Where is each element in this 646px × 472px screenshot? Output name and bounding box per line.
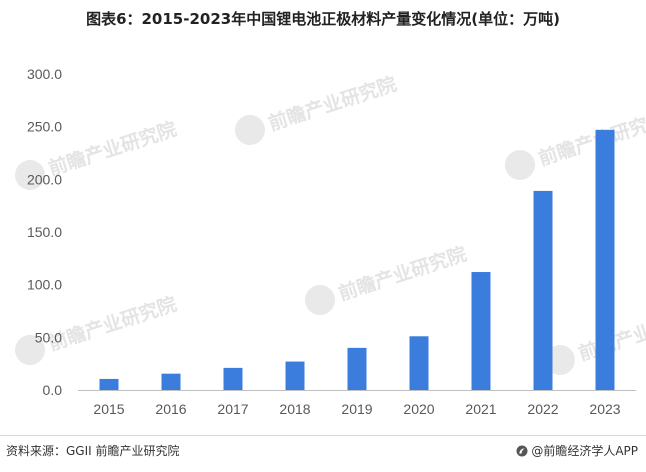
bar [99,378,119,390]
credit-note: @前瞻经济学人APP [516,442,638,459]
y-tick-label: 300.0 [27,66,62,82]
watermark: 前瞻产业研究院 [305,242,470,315]
x-tick-label: 2020 [403,401,434,417]
bar [409,336,429,390]
watermark-logo-icon [15,335,45,365]
y-tick-label: 250.0 [27,119,62,135]
x-tick-label: 2017 [217,401,248,417]
watermark: 前瞻产业研究院 [235,72,400,145]
bar [533,190,553,390]
x-tick-label: 2021 [465,401,496,417]
watermark: 前瞻产业研究院 [545,302,646,375]
watermark-text: 前瞻产业研究院 [46,117,180,180]
watermark-text: 前瞻产业研究院 [536,107,646,170]
bar [285,361,305,390]
y-tick-label: 50.0 [35,329,62,345]
bar [161,373,181,390]
bar-series [99,129,615,390]
y-tick-label: 0.0 [43,382,63,398]
watermark-text: 前瞻产业研究院 [46,292,180,355]
y-axis-ticks: 0.0 50.0 100.0 150.0 200.0 250.0 300.0 [27,66,62,398]
y-tick-label: 150.0 [27,224,62,240]
bar [595,129,615,390]
chart-title: 图表6：2015-2023年中国锂电池正极材料产量变化情况(单位：万吨) [86,10,560,28]
bar [223,367,243,390]
watermark-logo-icon [235,115,265,145]
watermark-text: 前瞻产业研究院 [336,242,470,305]
bar [471,272,491,390]
credit-text: @前瞻经济学人APP [531,444,638,458]
watermark: 前瞻产业研究院 [505,107,646,180]
y-tick-label: 100.0 [27,277,62,293]
watermark-logo-icon [305,285,335,315]
x-tick-label: 2023 [589,401,620,417]
watermark-logo-icon [505,150,535,180]
x-tick-label: 2018 [279,401,310,417]
source-note: 资料来源：GGII 前瞻产业研究院 [6,444,180,458]
x-tick-label: 2022 [527,401,558,417]
x-tick-label: 2015 [93,401,124,417]
x-tick-label: 2016 [155,401,186,417]
qianzhan-logo-icon [516,445,528,456]
watermark-logo-icon [15,160,45,190]
y-tick-label: 200.0 [27,171,62,187]
x-tick-label: 2019 [341,401,372,417]
bar [347,347,367,390]
bar-chart: 前瞻产业研究院前瞻产业研究院前瞻产业研究院前瞻产业研究院前瞻产业研究院前瞻产业研… [15,66,646,417]
watermark-text: 前瞻产业研究院 [266,72,400,135]
footer-divider [0,435,646,436]
x-axis-ticks: 2015 2016 2017 2018 2019 2020 2021 2022 2023 [93,401,620,417]
